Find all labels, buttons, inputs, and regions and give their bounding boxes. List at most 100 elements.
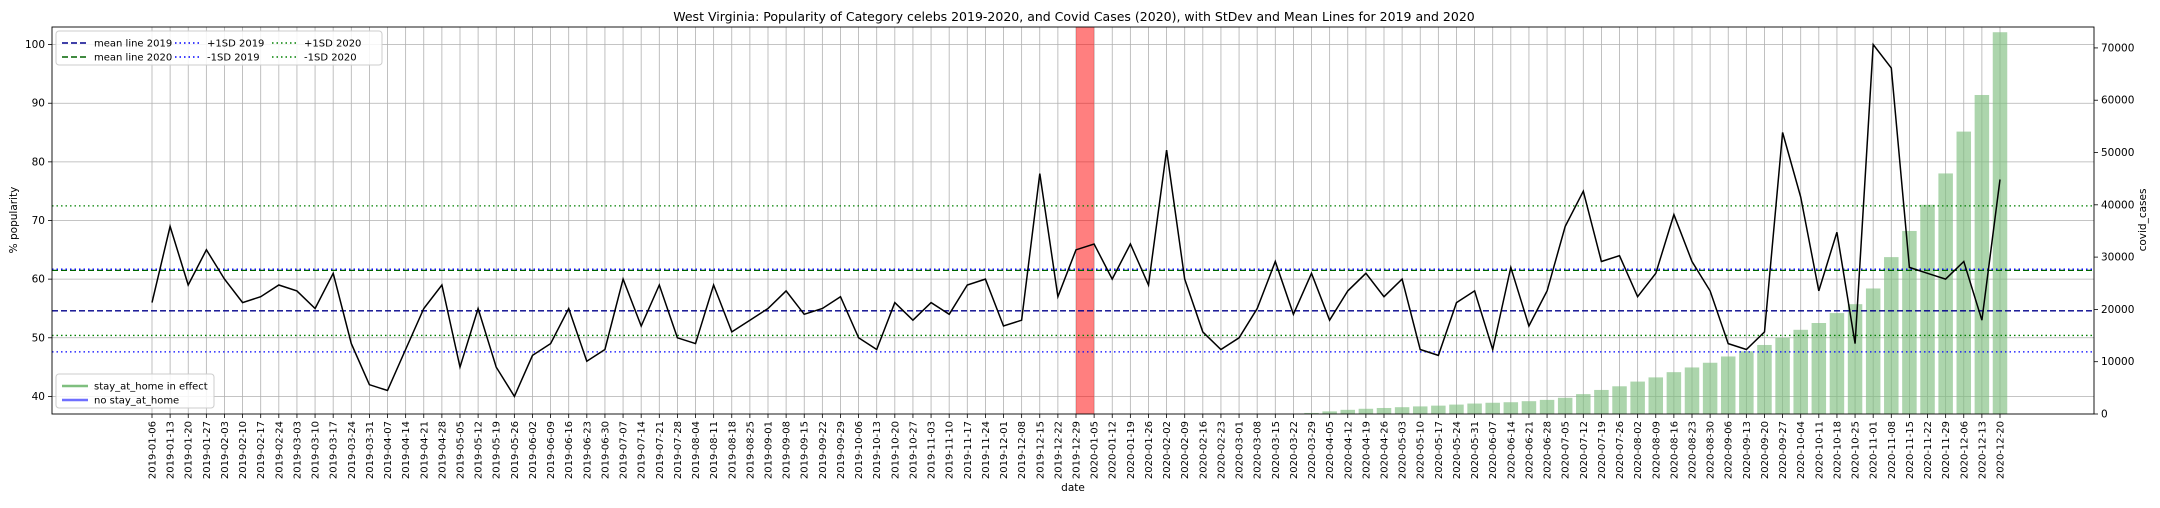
y-tick-label-left: 90 (32, 98, 45, 110)
covid-bars (1286, 32, 2007, 414)
x-tick-label: 2019-06-02 (528, 421, 539, 479)
legend-label: mean line 2019 (94, 39, 172, 50)
highlight-span-rect (1076, 27, 1094, 414)
covid-bar (1395, 407, 1409, 414)
x-tick-label: 2020-02-23 (1216, 421, 1227, 479)
x-tick-label: 2019-09-08 (782, 421, 793, 479)
y-tick-label-left: 70 (32, 215, 45, 227)
highlight-span (1076, 27, 1094, 414)
x-tick-label: 2019-03-17 (329, 421, 340, 479)
x-tick-label: 2020-07-05 (1561, 421, 1572, 479)
covid-bar (1540, 400, 1554, 414)
legend-label: +1SD 2020 (304, 39, 361, 50)
x-tick-label: 2020-03-08 (1253, 421, 1264, 479)
covid-bar (1685, 367, 1699, 414)
x-tick-label: 2019-06-16 (564, 421, 575, 479)
x-tick-label: 2019-02-17 (256, 421, 267, 479)
covid-bar (1920, 205, 1934, 414)
covid-bar (1504, 402, 1518, 414)
x-tick-label: 2019-01-13 (166, 421, 177, 479)
covid-bar (1793, 330, 1807, 414)
x-tick-label: 2020-05-10 (1416, 421, 1427, 479)
covid-bar (1812, 323, 1826, 414)
x-tick-label: 2019-03-10 (311, 421, 322, 479)
x-tick-label: 2019-07-28 (673, 421, 684, 479)
x-tick-label: 2020-11-08 (1887, 421, 1898, 479)
x-tick-label: 2019-05-19 (492, 421, 503, 479)
x-tick-label: 2019-03-03 (292, 421, 303, 479)
covid-bar (1757, 345, 1771, 414)
x-tick-label: 2019-09-22 (818, 421, 829, 479)
covid-bar (1902, 231, 1916, 414)
x-tick-label: 2019-10-20 (890, 421, 901, 479)
x-tick-label: 2019-06-23 (582, 421, 593, 479)
y-tick-label-right: 50000 (2101, 147, 2134, 159)
x-tick-label: 2019-04-21 (419, 421, 430, 479)
x-tick-label: 2020-08-09 (1651, 421, 1662, 479)
covid-bar (1721, 356, 1735, 414)
x-tick-label: 2020-08-30 (1706, 421, 1717, 479)
x-tick-label: 2019-09-29 (836, 421, 847, 479)
x-tick-label: 2020-12-20 (1996, 421, 2007, 479)
x-tick-label: 2020-04-05 (1325, 421, 1336, 479)
x-tick-label: 2020-07-19 (1597, 421, 1608, 479)
x-tick-label: 2019-12-22 (1053, 421, 1064, 479)
x-tick-label: 2019-07-07 (619, 421, 630, 479)
x-tick-label: 2020-04-26 (1380, 421, 1391, 479)
covid-bar (1938, 173, 1952, 414)
x-tick-label: 2020-08-23 (1688, 421, 1699, 479)
x-tick-label: 2019-08-25 (745, 421, 756, 479)
y-tick-label-left: 80 (32, 156, 45, 168)
x-tick-label: 2019-12-08 (1017, 421, 1028, 479)
y-tick-label-right: 10000 (2101, 356, 2134, 368)
x-tick-label: 2019-11-17 (963, 421, 974, 479)
x-tick-label: 2019-08-04 (691, 421, 702, 479)
x-tick-label: 2019-08-11 (709, 421, 720, 479)
x-tick-label: 2019-11-10 (945, 421, 956, 479)
legend-label: +1SD 2019 (207, 39, 264, 50)
covid-bar (1485, 403, 1499, 414)
x-tick-label: 2020-10-18 (1832, 421, 1843, 479)
x-tick-label: 2019-09-15 (800, 421, 811, 479)
x-tick-label: 2019-08-18 (727, 421, 738, 479)
y-tick-label-right: 30000 (2101, 252, 2134, 264)
covid-bar (1449, 405, 1463, 414)
covid-bar (1413, 406, 1427, 414)
x-tick-label: 2020-03-01 (1235, 421, 1246, 479)
y-tick-label-right: 0 (2101, 409, 2108, 421)
x-tick-label: 2020-04-12 (1343, 421, 1354, 479)
y-tick-label-left: 40 (32, 391, 45, 403)
x-tick-label: 2019-02-24 (274, 421, 285, 479)
x-tick-label: 2020-10-11 (1814, 421, 1825, 479)
x-tick-label: 2019-10-27 (908, 421, 919, 479)
x-tick-label: 2019-07-14 (637, 421, 648, 479)
x-tick-label: 2020-10-04 (1796, 421, 1807, 479)
x-tick-label: 2020-07-12 (1579, 421, 1590, 479)
covid-bar (1667, 372, 1681, 414)
x-tick-label: 2020-02-02 (1162, 421, 1173, 479)
legend-label: no stay_at_home (94, 396, 179, 407)
x-tick-label: 2019-04-28 (437, 421, 448, 479)
covid-bar (1775, 338, 1789, 414)
x-tick-label: 2020-09-20 (1760, 421, 1771, 479)
x-tick-label: 2020-01-19 (1126, 421, 1137, 479)
x-tick-label: 2019-12-15 (1035, 421, 1046, 479)
x-tick-label: 2019-05-05 (456, 421, 467, 479)
x-tick-label: 2019-05-26 (510, 421, 521, 479)
covid-bar (1884, 257, 1898, 414)
x-tick-label: 2020-05-03 (1398, 421, 1409, 479)
legend-label: -1SD 2020 (304, 53, 357, 64)
y-tick-label-right: 40000 (2101, 199, 2134, 211)
covid-bar (1739, 351, 1753, 414)
legend-label: mean line 2020 (94, 53, 172, 64)
x-tick-label: 2020-08-02 (1633, 421, 1644, 479)
x-tick-label: 2020-03-15 (1271, 421, 1282, 479)
x-tick-label: 2020-11-22 (1923, 421, 1934, 479)
x-tick-label: 2020-05-31 (1470, 421, 1481, 479)
legend-label: -1SD 2019 (207, 53, 260, 64)
x-tick-label: 2019-11-24 (981, 421, 992, 479)
x-tick-label: 2020-03-22 (1289, 421, 1300, 479)
covid-bar (1866, 288, 1880, 414)
covid-bar (1359, 409, 1373, 414)
